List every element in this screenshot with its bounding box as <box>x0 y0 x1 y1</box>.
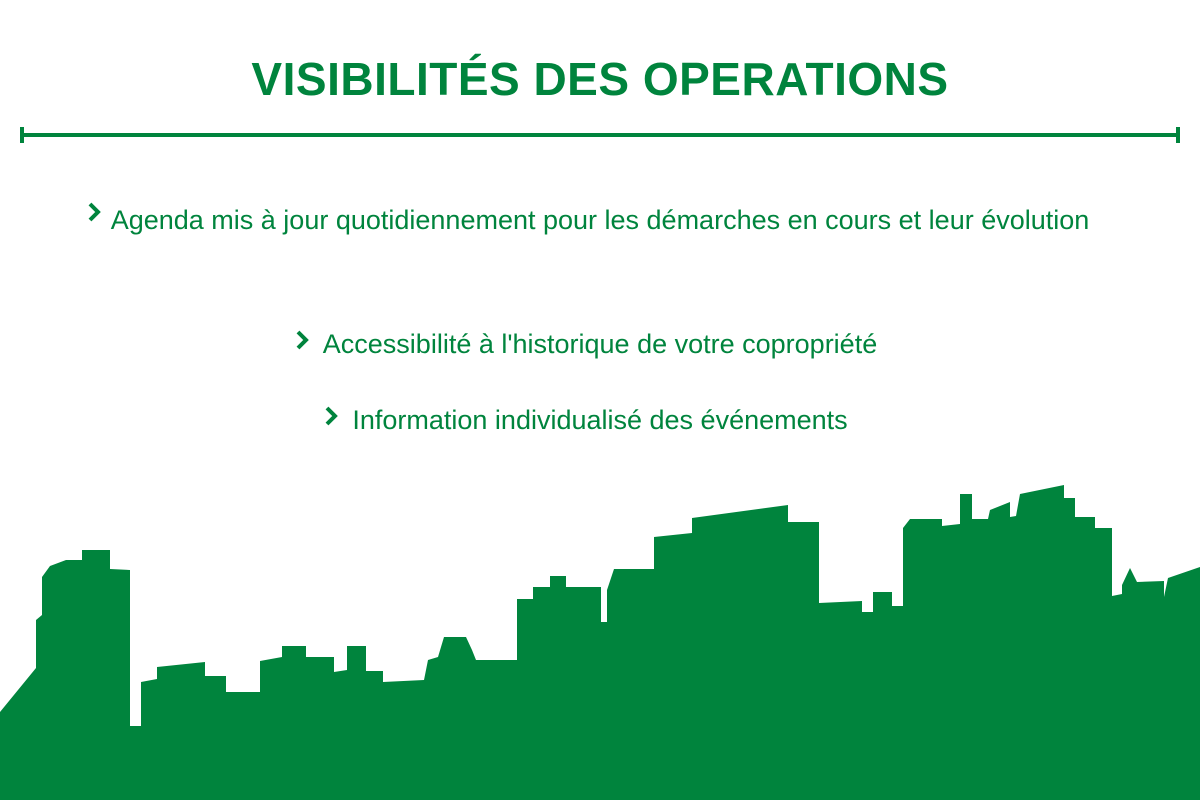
page-title: VISIBILITÉS DES OPERATIONS <box>251 53 949 105</box>
list-item: Information individualisé des événements <box>0 398 1200 442</box>
feature-label: Agenda mis à jour quotidiennement pour l… <box>110 205 1090 235</box>
title-divider <box>20 127 1180 143</box>
chevron-right-icon <box>88 202 101 222</box>
list-item: Agenda mis à jour quotidiennement pour l… <box>0 198 1200 242</box>
list-item: Accessibilité à l'historique de votre co… <box>0 322 1200 366</box>
chevron-right-icon <box>325 406 339 426</box>
chevron-right-icon <box>296 330 309 350</box>
feature-label: Accessibilité à l'historique de votre co… <box>322 329 878 359</box>
city-skyline-silhouette <box>0 485 1200 800</box>
feature-label: Information individualisé des événements <box>352 405 848 435</box>
